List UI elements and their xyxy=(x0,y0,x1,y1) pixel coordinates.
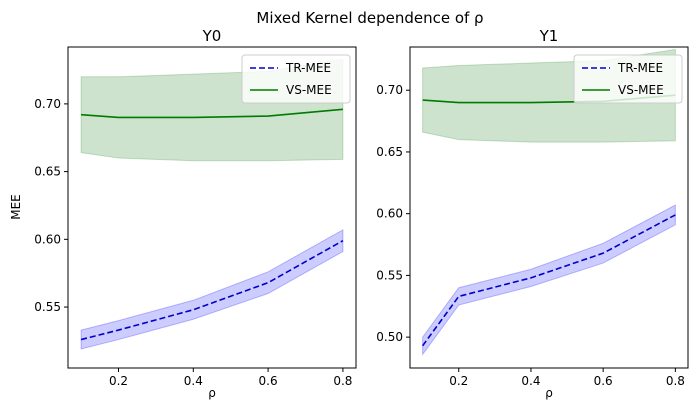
axes-frame xyxy=(409,46,689,369)
y-tick-label: 0.70 xyxy=(376,83,403,97)
subplot-title: Y1 xyxy=(539,27,559,45)
x-tick-label: 0.6 xyxy=(259,374,278,388)
x-tick-label: 0.8 xyxy=(333,374,352,388)
x-axis-label: ρ xyxy=(545,386,553,400)
y-tick-label: 0.55 xyxy=(376,268,403,282)
legend-box xyxy=(241,54,351,104)
y-tick-label: 0.70 xyxy=(34,97,61,111)
legend-box xyxy=(573,54,683,104)
legend: TR-MEE VS-MEE xyxy=(573,54,683,104)
legend: TR-MEE VS-MEE xyxy=(241,54,351,104)
legend-label-tr-mee: TR-MEE xyxy=(285,61,331,75)
subplot-title: Y0 xyxy=(202,27,222,45)
y-axis-label: MEE xyxy=(9,194,23,220)
legend-label-vs-mee: VS-MEE xyxy=(286,83,332,97)
x-axis-label: ρ xyxy=(208,386,216,400)
legend-label-tr-mee: TR-MEE xyxy=(617,61,663,75)
y-tick-label: 0.60 xyxy=(376,207,403,221)
series-line-tr-mee xyxy=(421,214,676,347)
x-tick-label: 0.2 xyxy=(449,374,468,388)
band-tr-mee xyxy=(80,228,344,350)
y-tick-label: 0.50 xyxy=(376,330,403,344)
x-tick-label: 0.2 xyxy=(109,374,128,388)
figure-suptitle: Mixed Kernel dependence of ρ xyxy=(256,9,483,27)
subplot-y0: Y0 ρ MEE 0.2 0.4 0.6 0.8 0.55 0.60 0.65 0.70 TR-… xyxy=(9,27,357,400)
y-tick-label: 0.65 xyxy=(376,145,403,159)
subplot-y1: Y1 ρ 0.2 0.4 0.6 0.8 0.50 0.55 0.60 0.65 0.70 TR-… xyxy=(376,27,689,400)
y-tick-label: 0.60 xyxy=(34,232,61,246)
x-tick-label: 0.6 xyxy=(594,374,613,388)
x-tick-label: 0.4 xyxy=(521,374,540,388)
x-tick-label: 0.8 xyxy=(666,374,685,388)
series-line-vs-mee xyxy=(81,108,343,119)
axes-frame xyxy=(67,46,357,369)
legend-label-vs-mee: VS-MEE xyxy=(618,83,664,97)
x-tick-label: 0.4 xyxy=(184,374,203,388)
y-tick-label: 0.55 xyxy=(34,300,61,314)
band-tr-mee xyxy=(422,204,676,356)
y-tick-label: 0.65 xyxy=(34,165,61,179)
